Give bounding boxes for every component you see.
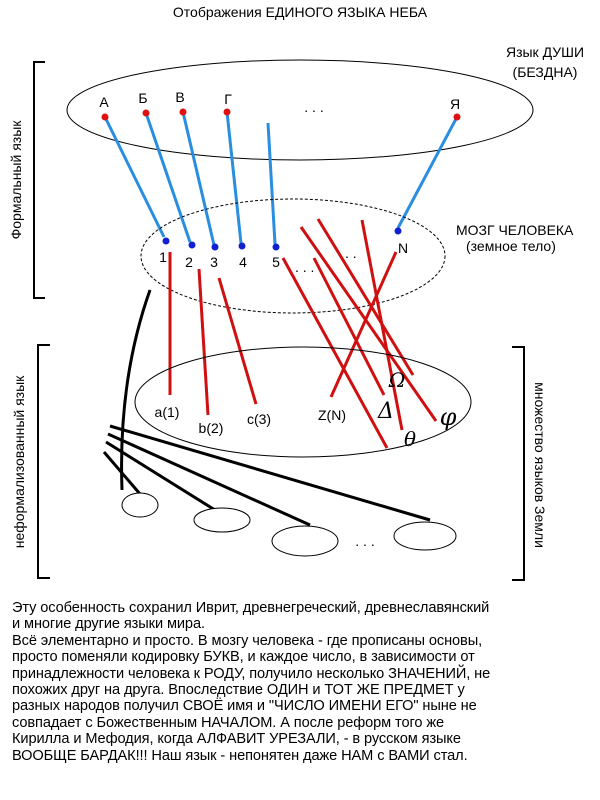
link-line (281, 257, 389, 449)
soul-brain-links (103, 111, 459, 246)
soul-label: Язык ДУШИ (506, 44, 584, 60)
soul-dot (453, 113, 461, 121)
many-languages-label: множество языков Земли (532, 382, 548, 548)
informal-bracket (37, 344, 50, 579)
link-line (197, 268, 210, 416)
link-line (217, 277, 258, 405)
text-line: Эту особенность сохранил Иврит, древнегр… (12, 600, 490, 616)
link-curve (120, 289, 152, 491)
link-line (109, 424, 431, 522)
brain-earth-links (168, 218, 438, 449)
languages-ellipsis: . . . (355, 533, 374, 549)
text-line: совпадает с Божественным НАЧАЛОМ. А посл… (12, 714, 445, 731)
brain-dot (188, 241, 196, 249)
language-ellipse (393, 521, 457, 551)
greek-delta: Δ (377, 399, 394, 424)
text-line: и многие другие языки мира. (12, 616, 205, 633)
link-line (144, 112, 192, 243)
text-line: похожих друг на друга. Впоследствие ОДИН… (12, 682, 465, 699)
soul-letter: Б (138, 90, 147, 106)
text-line: Кирилла и Мефодия, когда АЛФАВИТ УРЕЗАЛИ… (12, 731, 461, 748)
greek-omega: Ω (388, 368, 406, 392)
formal-label: Формальный язык (8, 120, 24, 240)
soul-letter: Г (224, 91, 232, 107)
earth-label: c(3) (247, 411, 271, 427)
brain-ellipse (140, 198, 446, 314)
earth-label: b(2) (199, 420, 224, 436)
link-line (103, 116, 166, 238)
earth-ellipse (134, 346, 472, 458)
link-line (102, 451, 142, 495)
brain-number: N (398, 240, 408, 256)
language-ellipse (121, 492, 159, 518)
soul-ellipse (66, 59, 534, 161)
greek-theta: θ (404, 427, 416, 451)
soul-dot (223, 108, 231, 116)
earth-language-links (102, 289, 431, 527)
text-line: просто поменяли кодировку БУКВ, и каждое… (12, 649, 475, 666)
text-line: принадлежности человека к РОДУ, получило… (12, 665, 491, 682)
brain-dot (238, 242, 246, 250)
earth-label: Z(N) (318, 407, 346, 423)
link-line (266, 122, 277, 245)
brain-ellipsis: . . . (295, 259, 314, 275)
earth-languages (121, 492, 457, 557)
soul-letter: А (99, 94, 109, 110)
brain-dot (394, 227, 402, 235)
link-line (316, 218, 415, 376)
soul-ellipsis: . . . (304, 99, 323, 115)
brain-number: 2 (185, 254, 193, 270)
text-line: Всё элементарно и просто. В мозгу челове… (12, 632, 483, 649)
soul-letter: В (175, 89, 184, 105)
text-line: ВООБЩЕ БАРДАК!!! Наш язык - непонятен да… (12, 747, 468, 764)
link-line (105, 440, 216, 512)
explanation-text: Эту особенность сохранил Иврит, древнегр… (12, 600, 600, 764)
link-line (396, 116, 459, 229)
language-diagram: Отображения ЕДИНОГО ЯЗЫКА НЕБА Язык ДУШИ… (8, 4, 584, 581)
brain-label: МОЗГ ЧЕЛОВЕКА (456, 222, 574, 238)
many-languages-bracket (512, 346, 525, 581)
link-line (360, 219, 404, 431)
brain-dot (272, 243, 280, 251)
language-ellipse (271, 525, 339, 557)
diagram-title: Отображения ЕДИНОГО ЯЗЫКА НЕБА (173, 4, 428, 20)
text-line: разных народов получил СВОЁ имя и "ЧИСЛО… (12, 698, 477, 715)
language-ellipse (193, 507, 251, 533)
brain-dots (162, 227, 402, 251)
soul-letter: Я (450, 96, 460, 112)
brain-number: 3 (210, 254, 218, 270)
soul-dot (101, 113, 109, 121)
soul-dots (101, 108, 461, 121)
brain-dot (211, 243, 219, 251)
brain-number: 5 (272, 254, 280, 270)
formal-bracket (33, 61, 45, 299)
greek-phi: φ (440, 403, 457, 431)
soul-dot (142, 109, 150, 117)
link-line (329, 251, 398, 398)
soul-dot (179, 108, 187, 116)
brain-dot (162, 237, 170, 245)
link-line (299, 226, 438, 422)
brain-number: 1 (159, 249, 167, 265)
soul-sublabel: (БЕЗДНА) (513, 64, 578, 80)
brain-ellipsis: . . (345, 245, 357, 261)
link-line (181, 111, 216, 246)
link-line (225, 111, 243, 244)
brain-number: 4 (239, 254, 247, 270)
brain-sublabel: (земное тело) (466, 238, 556, 254)
informal-label: неформализованный язык (11, 375, 27, 548)
link-line (107, 432, 311, 527)
earth-label: a(1) (155, 404, 180, 420)
link-line (312, 257, 386, 396)
